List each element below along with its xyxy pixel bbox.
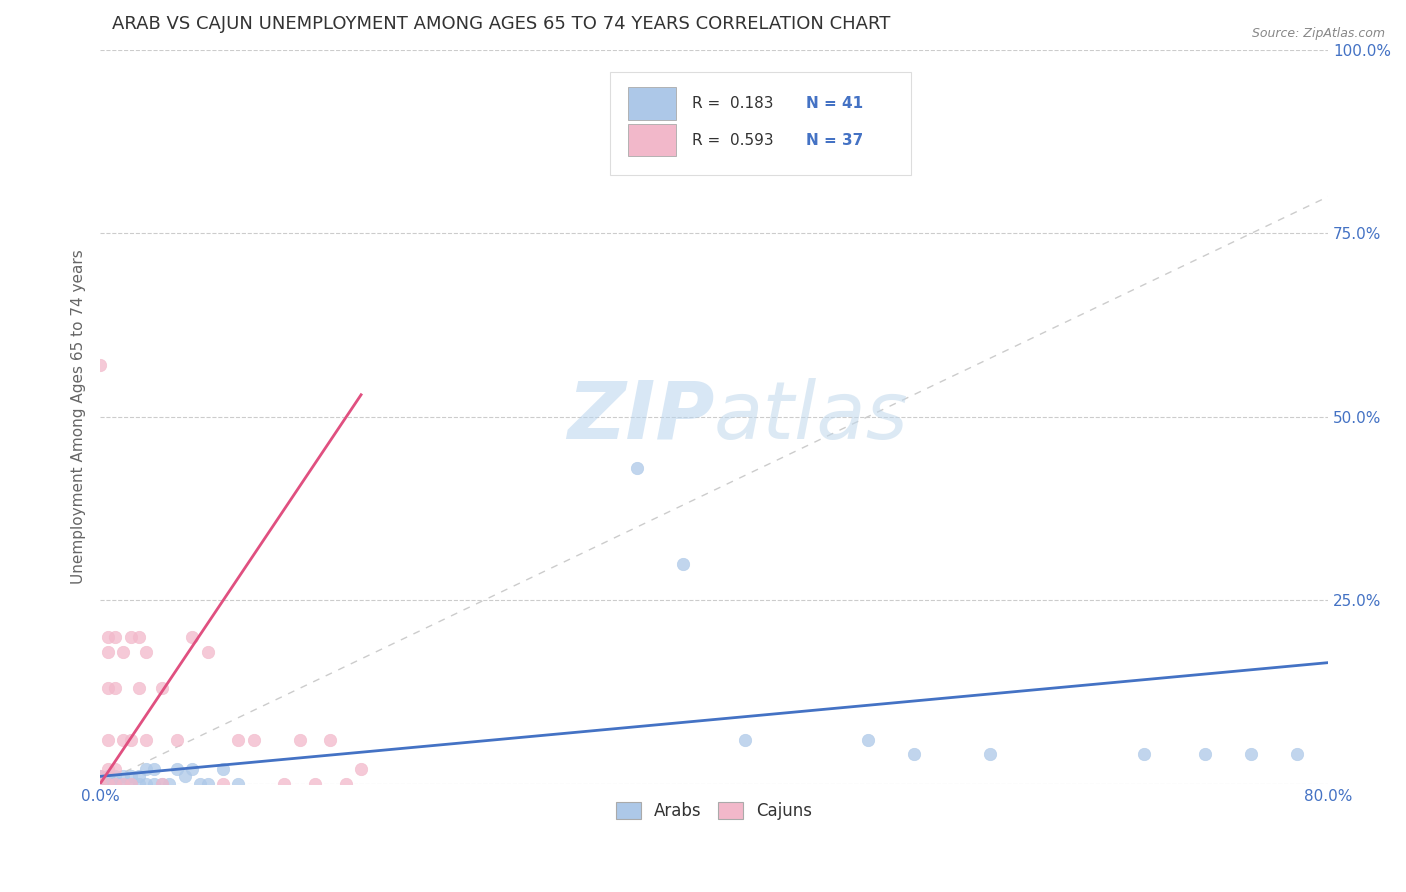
Point [89, 359, 111, 373]
Point [128, 630, 150, 644]
Point [120, 777, 142, 791]
Point [97, 769, 120, 783]
Point [97, 777, 120, 791]
Point [626, 461, 648, 475]
Point [157, 777, 180, 791]
Point [128, 769, 150, 783]
Legend: Arabs, Cajuns: Arabs, Cajuns [609, 796, 820, 827]
Point [97, 762, 120, 776]
Point [112, 777, 135, 791]
Point [135, 777, 157, 791]
Point [89, 769, 111, 783]
Text: R =  0.183: R = 0.183 [692, 96, 773, 111]
Point [97, 777, 120, 791]
Point [856, 732, 879, 747]
Point [135, 645, 157, 659]
Point [734, 732, 756, 747]
Point [672, 557, 695, 571]
Text: N = 41: N = 41 [806, 96, 863, 111]
Point [142, 777, 165, 791]
Point [97, 681, 120, 696]
Text: atlas: atlas [714, 378, 908, 456]
Point [166, 762, 188, 776]
Point [97, 777, 120, 791]
Point [903, 747, 925, 762]
Point [89, 777, 111, 791]
Point [979, 747, 1001, 762]
Point [89, 777, 111, 791]
Point [104, 681, 127, 696]
Point [112, 732, 135, 747]
Point [288, 732, 311, 747]
FancyBboxPatch shape [628, 87, 676, 120]
Text: ARAB VS CAJUN UNEMPLOYMENT AMONG AGES 65 TO 74 YEARS CORRELATION CHART: ARAB VS CAJUN UNEMPLOYMENT AMONG AGES 65… [112, 15, 891, 33]
Point [120, 630, 142, 644]
Point [89, 777, 111, 791]
Point [197, 777, 219, 791]
Point [166, 732, 188, 747]
FancyBboxPatch shape [628, 124, 676, 156]
Point [104, 777, 127, 791]
Point [1133, 747, 1156, 762]
Point [128, 681, 150, 696]
Text: R =  0.593: R = 0.593 [692, 133, 773, 147]
Point [97, 645, 120, 659]
Point [150, 681, 173, 696]
Point [135, 732, 157, 747]
Point [226, 777, 249, 791]
Point [273, 777, 295, 791]
Point [304, 777, 326, 791]
Point [226, 732, 249, 747]
Point [120, 769, 142, 783]
Point [188, 777, 211, 791]
Text: Source: ZipAtlas.com: Source: ZipAtlas.com [1251, 27, 1385, 40]
Point [242, 732, 264, 747]
Point [89, 777, 111, 791]
Point [319, 732, 342, 747]
Point [1240, 747, 1263, 762]
Text: N = 37: N = 37 [806, 133, 863, 147]
Text: ZIP: ZIP [567, 378, 714, 456]
Point [128, 777, 150, 791]
Point [212, 777, 235, 791]
Point [150, 777, 173, 791]
Point [120, 732, 142, 747]
Point [120, 777, 142, 791]
Point [97, 630, 120, 644]
Point [104, 769, 127, 783]
Point [335, 777, 357, 791]
Point [89, 777, 111, 791]
Y-axis label: Unemployment Among Ages 65 to 74 years: Unemployment Among Ages 65 to 74 years [72, 250, 86, 584]
Point [142, 762, 165, 776]
Point [89, 769, 111, 783]
Point [104, 777, 127, 791]
Point [212, 762, 235, 776]
Point [104, 762, 127, 776]
Point [104, 630, 127, 644]
Point [1286, 747, 1309, 762]
Point [135, 762, 157, 776]
Point [97, 777, 120, 791]
Point [173, 769, 195, 783]
Point [97, 732, 120, 747]
Point [1194, 747, 1216, 762]
Point [197, 645, 219, 659]
Point [350, 762, 373, 776]
Point [112, 777, 135, 791]
Point [181, 630, 204, 644]
Point [150, 777, 173, 791]
Point [112, 645, 135, 659]
Point [104, 777, 127, 791]
Point [181, 762, 204, 776]
Point [112, 769, 135, 783]
FancyBboxPatch shape [610, 72, 911, 175]
